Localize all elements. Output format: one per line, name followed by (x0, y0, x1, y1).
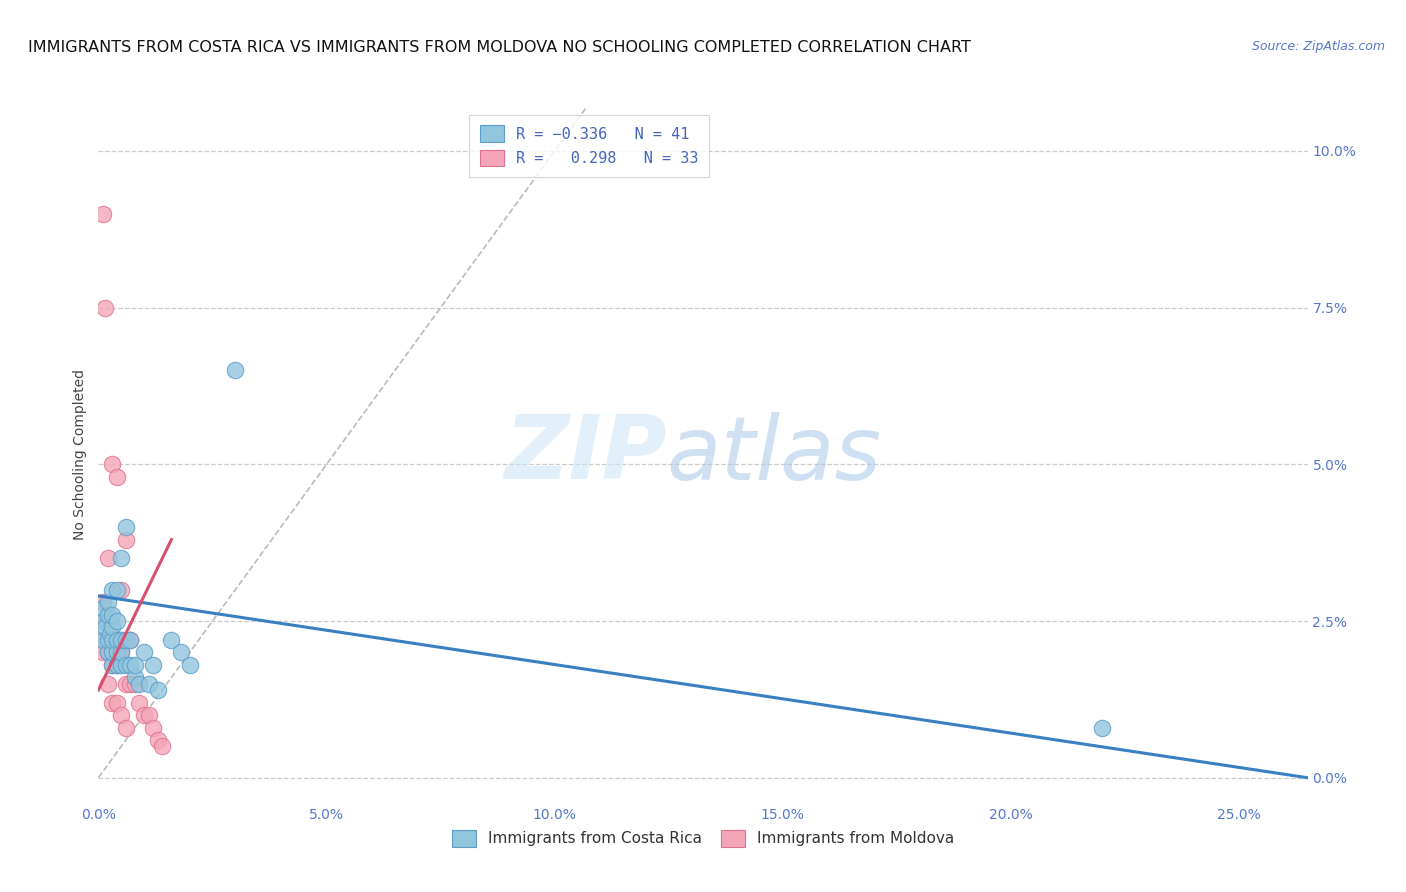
Point (146, 683, 169, 698)
Point (120, 632, 142, 647)
Point (96, 551, 118, 566)
Point (110, 582, 132, 597)
Point (101, 657, 124, 672)
Point (110, 632, 132, 647)
Point (114, 632, 136, 647)
Point (101, 620, 124, 634)
Text: Source: ZipAtlas.com: Source: ZipAtlas.com (1251, 40, 1385, 54)
Y-axis label: No Schooling Completed: No Schooling Completed (73, 369, 87, 541)
Point (101, 632, 124, 647)
Point (101, 458, 124, 472)
Point (94, 620, 117, 634)
Point (101, 645, 124, 659)
Point (1091, 721, 1114, 735)
Point (105, 645, 128, 659)
Point (150, 739, 173, 754)
Point (114, 721, 136, 735)
Point (101, 632, 124, 647)
Point (91, 601, 114, 615)
Point (105, 696, 128, 710)
Point (146, 733, 169, 747)
Point (124, 676, 146, 690)
Text: ZIP: ZIP (503, 411, 666, 499)
Point (96, 676, 118, 690)
Point (114, 657, 136, 672)
Point (124, 657, 146, 672)
Point (169, 645, 191, 659)
Point (110, 645, 132, 659)
Legend: Immigrants from Costa Rica, Immigrants from Moldova: Immigrants from Costa Rica, Immigrants f… (444, 822, 962, 855)
Point (101, 582, 124, 597)
Point (110, 551, 132, 566)
Point (110, 657, 132, 672)
Point (179, 657, 201, 672)
Text: atlas: atlas (666, 412, 882, 498)
Point (132, 708, 155, 723)
Point (110, 708, 132, 723)
Point (138, 676, 160, 690)
Point (160, 632, 183, 647)
Point (105, 470, 128, 484)
Point (138, 708, 160, 723)
Point (120, 632, 142, 647)
Point (124, 670, 146, 684)
Point (105, 657, 128, 672)
Point (96, 645, 118, 659)
Point (91, 632, 114, 647)
Point (114, 676, 136, 690)
Point (120, 657, 142, 672)
Point (120, 676, 142, 690)
Point (128, 676, 150, 690)
Point (128, 696, 150, 710)
Point (132, 645, 155, 659)
Point (94, 301, 117, 315)
Point (101, 607, 124, 622)
Point (142, 657, 165, 672)
Point (91, 632, 114, 647)
Point (105, 632, 128, 647)
Point (114, 533, 136, 547)
Point (142, 721, 165, 735)
Point (101, 657, 124, 672)
Point (96, 607, 118, 622)
Point (91, 595, 114, 609)
Point (96, 645, 118, 659)
Point (91, 645, 114, 659)
Text: IMMIGRANTS FROM COSTA RICA VS IMMIGRANTS FROM MOLDOVA NO SCHOOLING COMPLETED COR: IMMIGRANTS FROM COSTA RICA VS IMMIGRANTS… (28, 40, 972, 55)
Point (91, 614, 114, 628)
Point (105, 614, 128, 628)
Point (110, 645, 132, 659)
Point (98, 626, 121, 640)
Point (224, 363, 246, 377)
Point (91, 206, 114, 220)
Point (105, 657, 128, 672)
Point (101, 696, 124, 710)
Point (114, 520, 136, 534)
Point (96, 595, 118, 609)
Point (96, 632, 118, 647)
Point (105, 582, 128, 597)
Point (96, 614, 118, 628)
Point (105, 632, 128, 647)
Point (91, 614, 114, 628)
